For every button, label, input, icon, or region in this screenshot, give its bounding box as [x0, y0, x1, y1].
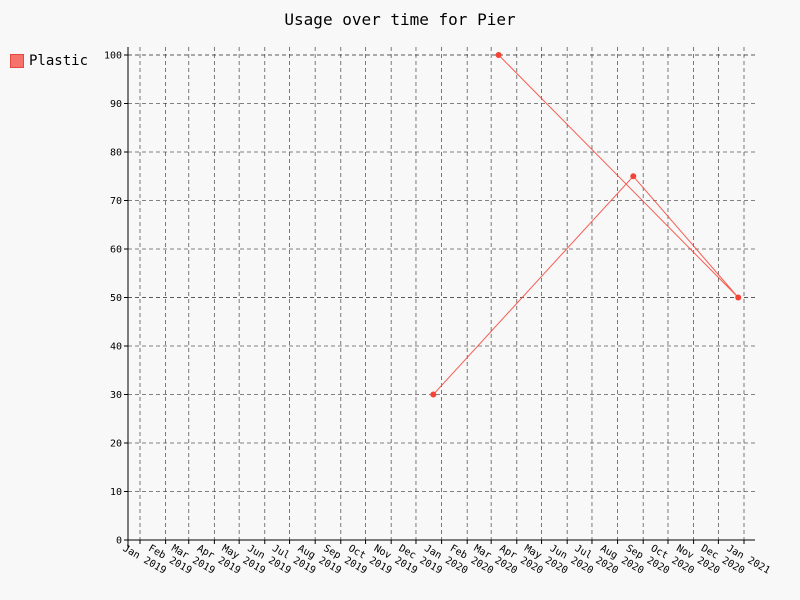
data-point — [735, 294, 742, 301]
data-point — [495, 52, 502, 58]
y-tick-label: 50 — [110, 293, 122, 304]
y-tick-label: 100 — [104, 51, 122, 62]
y-tick-label: 40 — [110, 342, 122, 353]
chart-title: Usage over time for Pier — [284, 10, 516, 29]
legend: Plastic — [10, 53, 88, 69]
y-tick-label: 20 — [110, 439, 122, 450]
series-line-plastic — [432, 54, 739, 395]
y-tick-label: 10 — [110, 487, 122, 498]
data-point — [630, 173, 637, 180]
y-tick-label: 0 — [116, 536, 122, 547]
legend-swatch — [10, 54, 24, 68]
data-point — [430, 391, 437, 398]
y-tick-label: 80 — [110, 148, 122, 159]
y-tick-label: 70 — [110, 196, 122, 207]
y-tick-label: 90 — [110, 99, 122, 110]
y-tick-label: 60 — [110, 245, 122, 256]
y-tick-label: 30 — [110, 390, 122, 401]
legend-label: Plastic — [29, 53, 89, 69]
